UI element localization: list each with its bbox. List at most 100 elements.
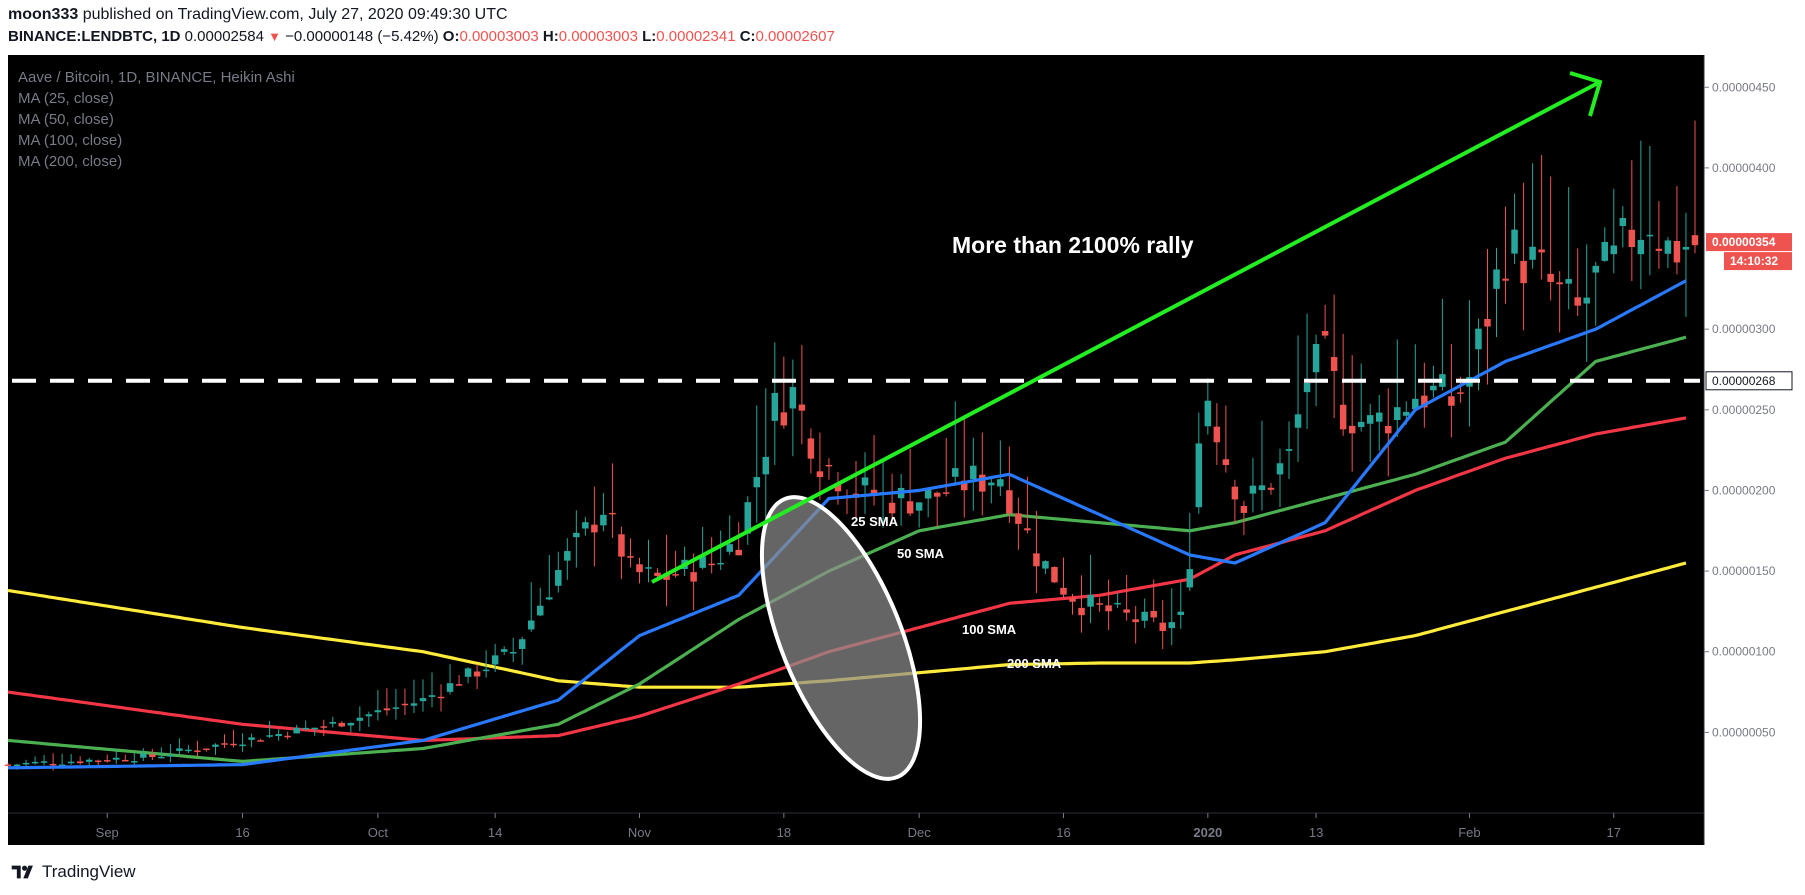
candle-body <box>320 726 327 728</box>
candle-body <box>1511 229 1518 254</box>
candle-body <box>1186 569 1194 588</box>
candle-body <box>122 759 129 762</box>
candle-body <box>537 605 544 616</box>
candle-body <box>1583 297 1590 304</box>
candle-body <box>888 502 896 514</box>
time-tick-label: 14 <box>488 825 502 840</box>
close-label: C: <box>739 28 756 45</box>
candle-body <box>1339 404 1347 430</box>
candle-body <box>158 756 165 759</box>
author-name[interactable]: moon333 <box>8 6 79 23</box>
candle-body <box>1222 459 1230 466</box>
candle-body <box>1033 553 1040 567</box>
legend-ma25[interactable]: MA (25, close) <box>18 90 114 107</box>
candle-body <box>1565 279 1572 284</box>
candle-body <box>58 764 66 767</box>
price-tick-label: 0.00000200 <box>1712 483 1776 497</box>
candle-body <box>194 750 201 752</box>
candle-body <box>1637 239 1645 255</box>
candle-body <box>618 534 625 557</box>
candle-body <box>970 465 977 480</box>
ma25-line <box>8 279 1687 770</box>
rally-arrow[interactable] <box>651 81 1599 584</box>
candle-body <box>636 564 643 573</box>
candle-body <box>771 392 779 421</box>
price-tick-label: 0.00000250 <box>1712 403 1776 417</box>
candle-body <box>491 655 499 665</box>
candle-body <box>708 563 715 566</box>
candle-body <box>627 556 634 558</box>
candle-body <box>113 757 120 760</box>
candle-body <box>1385 425 1392 434</box>
candle-body <box>1195 443 1203 508</box>
candle-body <box>645 567 652 569</box>
candle-body <box>1312 343 1320 373</box>
level-price-value: 0.00000268 <box>1712 374 1776 388</box>
candle-body <box>807 438 815 459</box>
price-change: −0.00000148 (−5.42%) <box>285 28 439 45</box>
candle-body <box>1619 218 1627 226</box>
footer-branding[interactable]: TradingView <box>8 862 136 882</box>
price-axis[interactable]: 0.00000450 0.00000400 0.00000300 0.00000250… <box>1704 80 1776 739</box>
candle-body <box>1150 610 1157 618</box>
candle-body <box>915 502 923 511</box>
candle-body <box>1430 385 1437 391</box>
time-axis[interactable]: Sep 16 Oct 14 Nov 18 Dec 16 2020 13 Feb 17 <box>96 813 1621 840</box>
candle-body <box>979 474 986 492</box>
countdown-tag-bg <box>1724 252 1792 271</box>
candle-body <box>1538 249 1545 253</box>
candle-body <box>1412 398 1419 410</box>
candle-body <box>1574 297 1581 306</box>
candle-body <box>482 669 490 672</box>
candle-body <box>374 710 382 713</box>
candle-body <box>1096 603 1103 605</box>
candle-body <box>933 492 941 497</box>
candle-body <box>1448 396 1455 406</box>
level-price-tag: 0.00000268 <box>1705 371 1793 391</box>
open-label: O: <box>442 28 460 45</box>
candle-body <box>961 480 968 491</box>
candle-body <box>1628 229 1636 248</box>
candle-body <box>1258 485 1266 491</box>
candle-body <box>1394 407 1401 421</box>
candle-body <box>1556 282 1563 285</box>
candle-body <box>437 696 445 699</box>
candle-body <box>67 761 75 764</box>
candle-body <box>870 489 878 496</box>
candle-body <box>311 727 318 730</box>
candle-body <box>861 477 869 486</box>
legend-ma50[interactable]: MA (50, close) <box>18 111 114 128</box>
candle-body <box>509 652 517 654</box>
candle-body <box>103 760 111 762</box>
rally-annotation: More than 2100% rally <box>952 232 1194 258</box>
candle-body <box>906 501 914 514</box>
crossover-highlight-ellipse[interactable] <box>729 476 953 799</box>
candle-body <box>825 464 833 467</box>
candle-body <box>1330 357 1338 371</box>
candle-body <box>1646 234 1654 237</box>
candle-body <box>924 490 932 499</box>
candle-body <box>834 483 842 492</box>
candle-body <box>1601 241 1609 261</box>
candle-body <box>1502 278 1509 281</box>
candle-body <box>1231 486 1239 500</box>
candle-body <box>582 522 589 529</box>
candle-body <box>1366 415 1374 424</box>
legend-ma100[interactable]: MA (100, close) <box>18 132 123 149</box>
candle-body <box>248 737 255 740</box>
candle-body <box>1249 485 1257 494</box>
candle-body <box>500 649 508 652</box>
legend-title[interactable]: Aave / Bitcoin, 1D, BINANCE, Heikin Ashi <box>18 69 295 86</box>
close-value: 0.00002607 <box>755 28 835 45</box>
candle-body <box>1303 382 1311 393</box>
time-tick-label: Feb <box>1458 825 1480 840</box>
candle-body <box>1321 331 1329 336</box>
candle-body <box>1439 374 1446 387</box>
candle-body <box>455 684 463 686</box>
candle-body <box>446 683 454 692</box>
candle-body <box>1673 240 1681 263</box>
candle-body <box>302 727 309 730</box>
candle-body <box>1294 414 1302 428</box>
legend-ma200[interactable]: MA (200, close) <box>18 153 123 170</box>
